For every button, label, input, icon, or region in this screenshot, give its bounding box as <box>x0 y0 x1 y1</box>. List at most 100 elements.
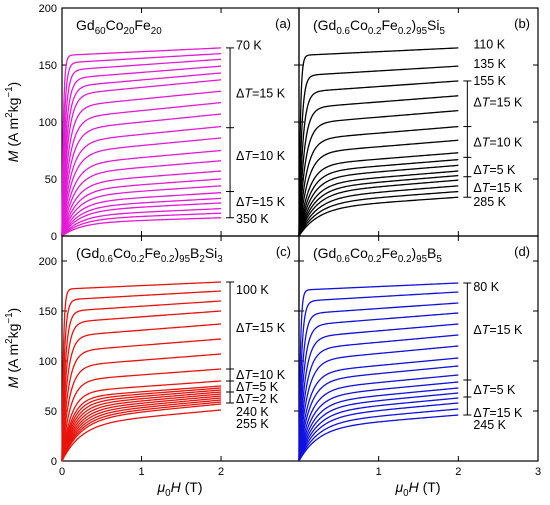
annotation: ΔT=5 K <box>236 380 279 394</box>
series-line <box>61 290 222 462</box>
panel-title-part: 5 <box>440 26 446 37</box>
panel-title-part: 0.2 <box>398 254 412 265</box>
panel-tag: (a) <box>275 16 291 31</box>
annotation: ΔT=10 K <box>473 136 523 150</box>
x-axis-title-part: (T) <box>419 479 441 495</box>
series-line <box>298 357 459 462</box>
panel-b: 110 K 135 K 155 K ΔT=15 K ΔT=10 K ΔT=5 K ΔT=15… <box>298 7 539 237</box>
panel-title-part: ) <box>411 17 416 33</box>
panel-title-part: 95 <box>416 26 427 37</box>
series-line <box>61 125 222 237</box>
annotation: ΔT=15 K <box>473 96 523 110</box>
panel-title-part: Co <box>106 17 124 33</box>
annotation: 245 K <box>473 418 506 432</box>
series-line <box>61 65 222 237</box>
series-line <box>298 365 459 462</box>
annotation: ΔT=2 K <box>236 392 279 406</box>
annotation: ΔT=15 K <box>473 323 523 337</box>
series-line <box>61 47 222 237</box>
panel-title-part: Fe <box>382 17 399 33</box>
series-line <box>298 196 459 237</box>
series-line <box>61 409 222 462</box>
panel-title-part: 20 <box>151 26 162 37</box>
series-line <box>61 368 222 462</box>
series-line <box>61 310 222 462</box>
series-line <box>61 385 222 462</box>
series-line <box>61 79 222 237</box>
x-axis-title: μ0H (T) <box>156 479 202 499</box>
panel-title-part: 20 <box>124 26 135 37</box>
y-tick-label: 50 <box>45 406 57 418</box>
series-line <box>298 414 459 462</box>
y-tick-label: 150 <box>39 60 57 72</box>
series-line <box>298 109 459 237</box>
series-line <box>61 170 222 237</box>
annotation: ΔT=15 K <box>236 87 286 101</box>
y-tick-label: 200 <box>39 256 57 268</box>
panel-title-part: Fe <box>382 245 399 261</box>
panel-title-part: 3 <box>217 254 223 265</box>
panel-title: (Gd0.6Co0.2Fe0.2)95B5 <box>313 245 442 265</box>
x-tick-label: 3 <box>535 466 541 478</box>
panel-title-part: 95 <box>416 254 427 265</box>
series-line <box>298 408 459 462</box>
y-axis-title-part: −1 <box>4 312 15 323</box>
series-line <box>61 113 222 237</box>
series-line <box>298 345 459 462</box>
series-line <box>61 197 222 237</box>
x-axis-title-part: H <box>409 479 420 495</box>
annotation: 110 K <box>473 37 505 51</box>
y-tick-label: 100 <box>39 356 57 368</box>
series-line <box>61 160 222 237</box>
series-line <box>298 374 459 462</box>
x-axis-title-part: 0 <box>165 488 171 499</box>
series-line <box>61 212 222 237</box>
panel-title-part: 0.2 <box>368 26 382 37</box>
panel-title-part: 60 <box>95 26 106 37</box>
annotation: 100 K <box>236 283 269 297</box>
series-line <box>298 291 459 462</box>
annotation: 240 K <box>236 405 269 419</box>
series-line <box>61 401 222 462</box>
x-tick-label: 0 <box>59 466 65 478</box>
series-line <box>61 300 222 462</box>
panel-tag: (c) <box>276 244 291 259</box>
annotation: ΔT=5 K <box>473 163 516 177</box>
series-line <box>298 95 459 237</box>
panel-title-part: 0.2 <box>131 254 145 265</box>
panel-title-part: 2 <box>199 254 204 265</box>
annotation: ΔT=5 K <box>473 383 516 397</box>
y-axis-title: M (A m2kg−1) <box>4 82 21 162</box>
series-line <box>298 139 459 237</box>
series-line <box>298 80 459 237</box>
annotation: 350 K <box>236 212 269 226</box>
series-line <box>298 185 459 237</box>
y-axis-title-part: kg <box>5 324 21 339</box>
panel-title-part: 5 <box>436 254 442 265</box>
annotation: 155 K <box>473 74 506 88</box>
x-axis-title-part: μ <box>156 479 165 495</box>
series-line <box>61 399 222 462</box>
series-line <box>298 387 459 462</box>
y-axis-title-part: kg <box>5 98 21 113</box>
y-axis-title-part: 2 <box>4 338 15 343</box>
series-line <box>61 72 222 237</box>
x-axis-title-part: H <box>171 479 182 495</box>
panel-title-part: Si <box>205 245 217 261</box>
series-line <box>61 338 222 462</box>
panel-c: 0 50 100 150 200 0 1 2 100 K ΔT=15 K ΔT=10 KΔT=5 K… <box>39 235 300 478</box>
series-line <box>61 397 222 462</box>
panel-title-part: 0.6 <box>336 26 350 37</box>
y-tick-label: 200 <box>39 3 57 15</box>
series-line <box>61 52 222 237</box>
panel-title-part: B <box>427 245 436 261</box>
panel-tag: (b) <box>514 16 530 31</box>
series-line <box>298 125 459 237</box>
series-line <box>298 65 459 237</box>
x-axis-title-part: 0 <box>403 488 409 499</box>
series-line <box>61 149 222 237</box>
panel-title-part: Si <box>427 17 439 33</box>
annotation: ΔT=15 K <box>236 321 286 335</box>
series-line <box>298 47 459 237</box>
panel-title-part: 0.2 <box>161 254 175 265</box>
